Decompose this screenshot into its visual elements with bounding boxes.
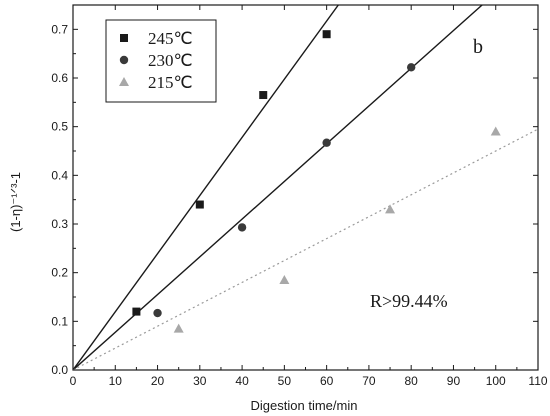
data-point (322, 138, 331, 147)
data-point (385, 204, 396, 214)
x-tick-label: 40 (235, 374, 249, 388)
fit-line (73, 128, 538, 370)
y-tick-label: 0.5 (51, 120, 68, 134)
x-tick-label: 0 (70, 374, 77, 388)
x-tick-label: 100 (486, 374, 506, 388)
y-tick-label: 0.2 (51, 266, 68, 280)
fit-line (73, 5, 339, 370)
x-tick-label: 60 (320, 374, 334, 388)
legend: 245℃ 230℃ 215℃ (105, 19, 217, 103)
data-point (490, 126, 501, 136)
axis-ticks: 0 10 20 30 40 50 60 70 80 90 100 110 0.0 0.1 0.2 0.3 0.4… (51, 5, 548, 388)
y-tick-label: 0.7 (51, 22, 68, 36)
data-point (406, 63, 416, 72)
x-tick-label: 70 (362, 374, 376, 388)
x-tick-label: 20 (151, 374, 165, 388)
legend-marker (120, 34, 128, 42)
x-axis-label: Digestion time/min (251, 398, 358, 413)
data-point (132, 307, 141, 316)
x-tick-label: 10 (109, 374, 123, 388)
data-point (173, 323, 184, 333)
x-tick-label: 80 (405, 374, 419, 388)
legend-label: 230℃ (148, 51, 193, 70)
y-tick-label: 0.6 (51, 71, 68, 85)
data-point (195, 200, 204, 209)
panel-label: b (473, 36, 483, 58)
legend-label: 215℃ (148, 73, 193, 92)
legend-marker (119, 77, 129, 86)
data-point (153, 308, 162, 318)
x-tick-label: 110 (528, 374, 547, 388)
data-point (279, 274, 290, 284)
y-tick-label: 0.1 (51, 314, 68, 328)
fit-annotation: R>99.44% (370, 291, 448, 311)
data-point (237, 223, 247, 232)
data-point (322, 30, 331, 39)
y-axis-label: (1-η)⁻¹ᐟ³-1 (8, 172, 23, 232)
legend-label: 245℃ (148, 29, 193, 48)
x-tick-label: 90 (447, 374, 461, 388)
data-markers (132, 30, 501, 333)
legend-marker (119, 55, 129, 65)
y-tick-label: 0.0 (51, 363, 68, 377)
y-tick-label: 0.4 (51, 168, 68, 182)
x-tick-label: 50 (278, 374, 292, 388)
x-tick-label: 30 (193, 374, 207, 388)
y-tick-label: 0.3 (51, 217, 68, 231)
data-point (259, 91, 268, 100)
